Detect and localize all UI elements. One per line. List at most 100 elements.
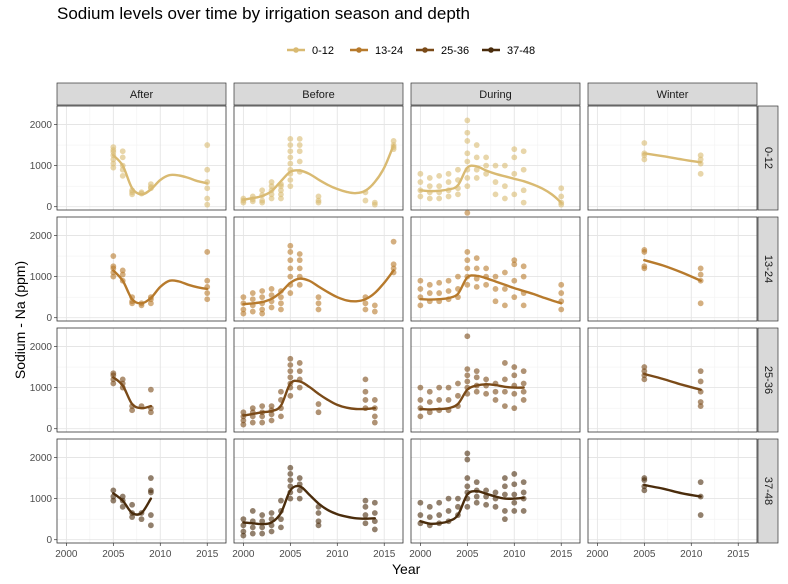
data-point	[520, 380, 527, 387]
facet-row-strip-25-36	[757, 327, 779, 433]
data-point	[287, 368, 294, 375]
data-point	[315, 409, 322, 416]
data-point	[464, 117, 471, 124]
data-point	[511, 390, 518, 397]
data-point	[287, 177, 294, 183]
panel-background	[411, 217, 580, 321]
data-point	[426, 183, 433, 190]
data-point	[473, 479, 480, 486]
smooth-line	[242, 269, 395, 306]
smooth-line	[242, 484, 376, 526]
data-point	[296, 257, 303, 264]
x-tick-label: 2010	[149, 549, 172, 560]
panel-border	[56, 438, 227, 544]
data-point	[287, 249, 294, 255]
data-point	[147, 409, 154, 416]
panel-after-13-24	[56, 216, 227, 322]
y-tick-label: 0	[46, 202, 52, 213]
data-point	[520, 368, 527, 375]
data-point	[119, 376, 126, 383]
data-point	[697, 300, 704, 307]
data-point	[204, 142, 211, 148]
data-point	[259, 524, 266, 531]
data-point	[483, 376, 490, 383]
data-point	[511, 499, 518, 506]
data-point	[371, 526, 378, 533]
data-point	[296, 281, 303, 288]
data-point	[268, 403, 275, 410]
data-point	[511, 154, 518, 161]
data-point	[110, 497, 117, 504]
data-point	[492, 273, 499, 280]
data-point	[390, 238, 397, 245]
data-point	[259, 518, 266, 525]
data-point	[240, 417, 247, 424]
data-point	[371, 302, 378, 309]
data-point	[464, 333, 471, 340]
data-point	[445, 508, 452, 514]
panel-before-0-12	[233, 105, 404, 211]
data-point	[511, 261, 518, 268]
facet-row-strip-37-48	[757, 438, 779, 544]
data-point	[204, 166, 211, 173]
data-point	[473, 283, 480, 290]
data-point	[501, 195, 508, 202]
data-point	[315, 306, 322, 313]
data-point	[464, 483, 471, 490]
data-point	[464, 158, 471, 165]
panel-border	[410, 438, 581, 544]
data-point	[417, 193, 424, 200]
data-point	[492, 298, 499, 305]
facet-strip-winter	[587, 82, 758, 106]
data-point	[362, 512, 369, 518]
data-point	[259, 288, 266, 294]
data-point	[371, 397, 378, 403]
facet-strip-label: Before	[302, 89, 334, 101]
data-point	[455, 495, 461, 502]
data-point	[697, 265, 704, 272]
data-point	[268, 528, 275, 535]
data-point	[362, 388, 369, 395]
data-point	[296, 251, 303, 257]
data-point	[511, 277, 518, 284]
data-point	[641, 477, 648, 484]
data-point	[492, 191, 499, 198]
data-point	[473, 154, 480, 161]
data-point	[501, 162, 508, 169]
data-point	[464, 450, 471, 457]
data-point	[445, 288, 452, 294]
panel-winter-37-48	[587, 438, 758, 544]
data-point	[240, 532, 247, 539]
data-point	[204, 249, 211, 255]
data-point	[558, 185, 565, 192]
data-point	[371, 413, 378, 420]
data-point	[110, 160, 117, 167]
data-point	[362, 520, 369, 527]
data-point	[492, 503, 499, 510]
data-point	[268, 304, 275, 311]
legend-label: 0-12	[312, 45, 334, 57]
x-tick-label: 2010	[503, 549, 526, 560]
legend-item: 37-48	[482, 45, 535, 57]
data-point	[204, 195, 211, 202]
data-point	[464, 475, 471, 481]
x-tick-label: 2015	[196, 549, 219, 560]
data-point	[362, 397, 369, 403]
data-point	[641, 376, 648, 383]
panel-during-0-12	[410, 105, 581, 211]
data-point	[697, 271, 704, 278]
data-point	[464, 249, 471, 255]
panel-background	[57, 439, 226, 543]
data-point	[240, 294, 247, 301]
data-point	[520, 187, 527, 194]
data-point	[455, 392, 461, 399]
data-point	[278, 413, 284, 420]
data-point	[315, 401, 322, 407]
x-tick-label: 2010	[326, 549, 349, 560]
data-point	[520, 479, 527, 486]
data-point	[296, 158, 303, 165]
data-point	[426, 290, 433, 296]
panel-after-25-36	[56, 327, 227, 433]
panel-before-13-24	[233, 216, 404, 322]
data-point	[296, 148, 303, 155]
